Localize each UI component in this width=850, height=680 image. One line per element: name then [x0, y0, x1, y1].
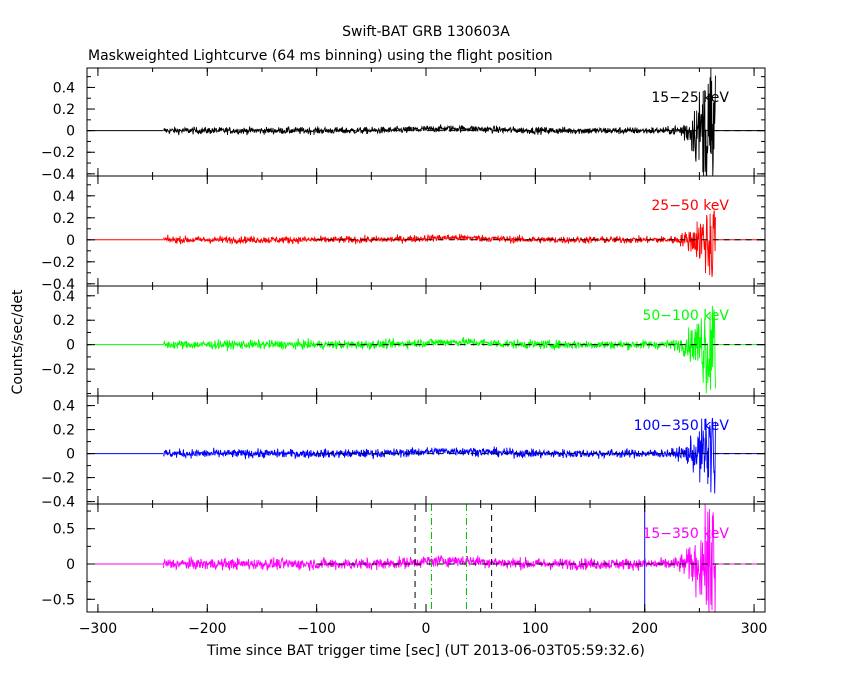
x-axis-label: Time since BAT trigger time [sec] (UT 20…: [206, 643, 645, 659]
y-tick-label: −0.4: [41, 167, 75, 183]
y-tick-label: −0.4: [41, 495, 75, 511]
lightcurve-series: [163, 210, 716, 277]
y-axis-label: Counts/sec/det: [10, 289, 26, 394]
y-tick-label: 0.5: [53, 522, 75, 538]
panel-4: 0.5 0 −0.5 15−350 keV: [41, 503, 766, 613]
energy-band-label: 25−50 keV: [651, 198, 729, 214]
y-tick-label: 0: [66, 338, 75, 354]
x-tick-label: −100: [297, 621, 335, 637]
y-tick-label: 0.2: [53, 102, 75, 118]
panel-1: 0.4 0.2 0 −0.2 −0.4 25−50 keV: [41, 175, 766, 293]
y-tick-label: 0: [66, 557, 75, 573]
y-tick-label: −0.2: [41, 362, 75, 378]
y-tick-label: −0.2: [41, 255, 75, 271]
energy-band-label: 50−100 keV: [642, 308, 729, 324]
lightcurve-series: [163, 417, 716, 494]
x-tick-label: 100: [522, 621, 549, 637]
y-tick-label: 0: [66, 447, 75, 463]
panel-frame: [86, 175, 766, 287]
x-tick-label: 200: [631, 621, 658, 637]
y-tick-label: −0.4: [41, 277, 75, 293]
panel-3: 0.4 0.2 0 −0.2 −0.4 100−350 keV: [41, 395, 766, 511]
y-tick-label: 0: [66, 233, 75, 249]
x-tick-label: −300: [79, 621, 117, 637]
x-tick-label: −200: [188, 621, 226, 637]
y-tick-label: 0.4: [53, 80, 75, 96]
energy-band-label: 15−350 keV: [642, 526, 729, 542]
lightcurve-series: [163, 68, 716, 177]
energy-band-label: 15−25 keV: [651, 90, 729, 106]
energy-band-label: 100−350 keV: [634, 418, 730, 434]
panel-0: 0.4 0.2 0 −0.2 −0.4 15−25 keV: [41, 67, 766, 183]
y-tick-label: 0.2: [53, 423, 75, 439]
y-tick-label: −0.2: [41, 145, 75, 161]
x-tick-label: 0: [422, 621, 431, 637]
y-tick-label: 0: [66, 124, 75, 140]
y-tick-label: 0.4: [53, 399, 75, 415]
lightcurve-series: [163, 504, 716, 612]
y-tick-label: 0.2: [53, 211, 75, 227]
y-tick-label: −0.5: [41, 592, 75, 608]
x-axis: −300 −200 −100 0 100 200 300: [79, 621, 768, 637]
x-tick-label: 300: [741, 621, 768, 637]
y-tick-label: 0.4: [53, 289, 75, 305]
y-tick-label: 0.4: [53, 189, 75, 205]
panel-frame: [86, 503, 766, 613]
lightcurve-series: [163, 305, 716, 394]
panel-frame: [86, 67, 766, 177]
panels-group: 0.4 0.2 0 −0.2 −0.4 15−25 keV 0.4 0.2 0 −0.2 −0.4 2…: [41, 67, 766, 613]
chart-title: Swift-BAT GRB 130603A: [342, 24, 510, 40]
panel-2: 0.4 0.2 0 −0.2 50−100 keV: [41, 285, 766, 397]
y-tick-label: 0.2: [53, 313, 75, 329]
panel-frame: [86, 285, 766, 397]
y-tick-label: −0.2: [41, 471, 75, 487]
chart-subtitle: Maskweighted Lightcurve (64 ms binning) …: [88, 48, 553, 64]
